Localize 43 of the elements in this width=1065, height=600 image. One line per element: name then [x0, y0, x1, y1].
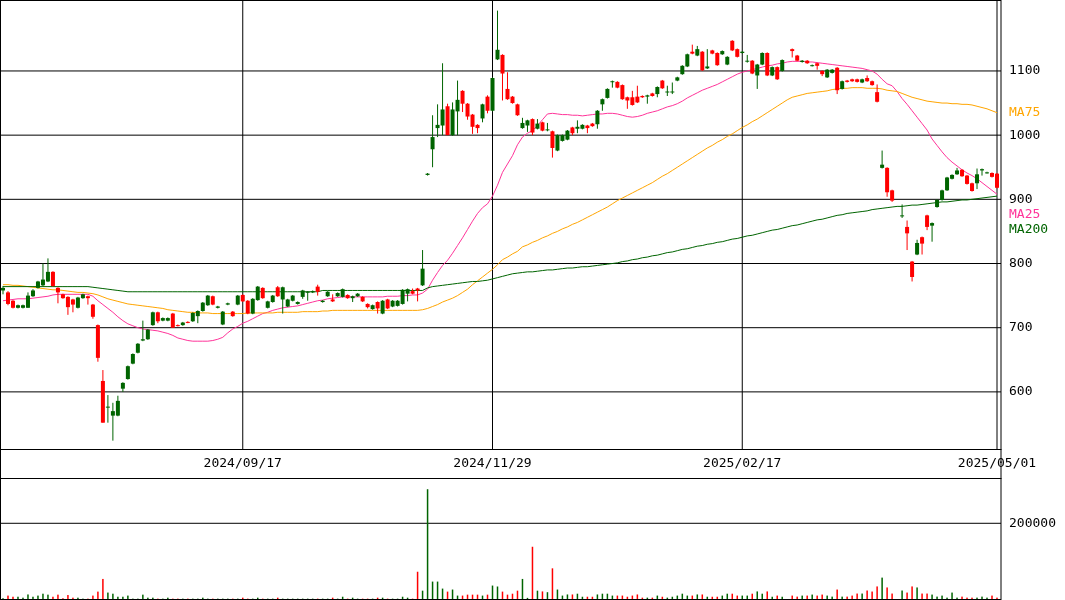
candlestick — [700, 50, 705, 72]
candlestick — [85, 295, 90, 306]
candlestick — [920, 236, 925, 256]
y-tick-label: 1000 — [1009, 126, 1041, 142]
candlestick — [495, 10, 500, 61]
y-tick-label: 700 — [1009, 319, 1033, 335]
candlestick — [865, 74, 870, 83]
candlestick — [880, 150, 885, 170]
candlestick — [505, 71, 510, 101]
candlestick — [45, 257, 50, 283]
candlestick — [665, 85, 670, 97]
candlestick — [420, 249, 425, 287]
x-tick-label: 2025/05/01 — [957, 455, 1037, 470]
y-tick-label: 600 — [1009, 383, 1033, 399]
candlestick — [910, 260, 915, 282]
y-tick-label: 900 — [1009, 190, 1033, 206]
y-tick-label: 200000 — [1009, 514, 1056, 530]
series-label: MA75 — [1009, 104, 1041, 120]
candlestick — [900, 203, 905, 219]
y-tick-label: 800 — [1009, 255, 1033, 271]
y-tick-label: 1100 — [1009, 62, 1041, 78]
candlestick — [460, 89, 465, 113]
candlestick — [975, 168, 980, 190]
candlestick — [455, 80, 460, 136]
x-tick-label: 2024/11/29 — [453, 455, 532, 470]
candlestick — [105, 394, 110, 424]
candlestick — [755, 63, 760, 90]
candlestick — [835, 66, 840, 95]
x-tick-label: 2024/09/17 — [203, 455, 282, 470]
candlestick — [705, 48, 710, 70]
candlestick — [440, 62, 445, 136]
candlestick — [550, 130, 555, 159]
series-label: MA25 — [1009, 205, 1041, 221]
x-tick-label: 2025/02/17 — [703, 455, 782, 470]
candlestick — [500, 53, 505, 101]
candlestick — [905, 220, 910, 251]
candlestick — [430, 114, 435, 168]
candlestick — [595, 109, 600, 130]
candlestick — [765, 51, 770, 77]
line-series — [2, 60, 998, 342]
text: MA200 — [1009, 220, 1049, 236]
candlestick — [70, 298, 75, 313]
candlestick — [930, 221, 935, 243]
